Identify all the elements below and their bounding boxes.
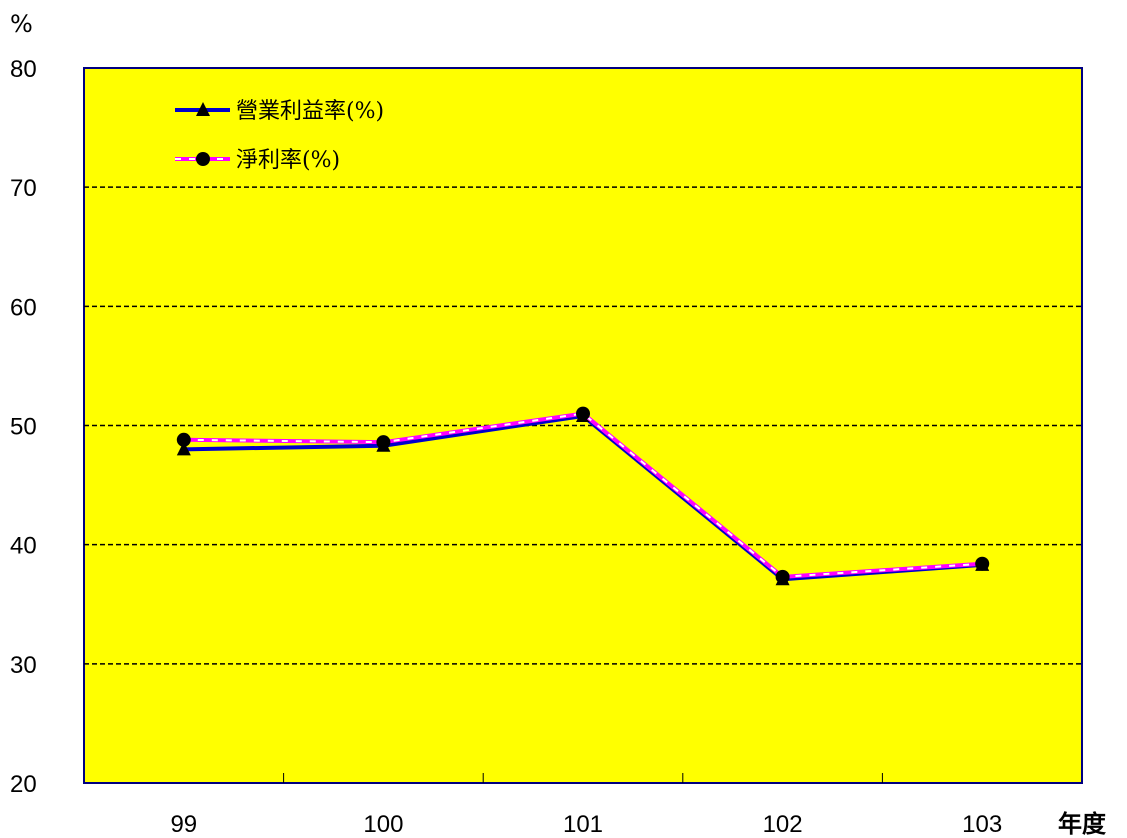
y-axis-unit: %	[10, 10, 33, 38]
series-layer	[176, 406, 990, 586]
x-tick-label: 100	[363, 811, 403, 838]
data-point-circle	[775, 569, 790, 584]
legend: 營業利益率(%) 淨利率(%)	[175, 99, 384, 173]
y-tick-label: 40	[10, 533, 37, 560]
data-point-triangle	[176, 441, 191, 456]
y-tick-label: 50	[10, 414, 37, 441]
legend-circle-marker	[196, 152, 210, 166]
y-tick-label: 20	[10, 771, 37, 798]
x-tick-label: 103	[962, 811, 1002, 838]
legend-label-net-margin: 淨利率(%)	[236, 148, 340, 173]
data-point-circle	[576, 406, 590, 421]
data-point-circle	[975, 556, 990, 571]
data-point-circle	[176, 432, 191, 447]
x-tick-label: 101	[563, 811, 603, 838]
x-tick-label: 102	[763, 811, 803, 838]
x-tick-label: 99	[170, 811, 197, 838]
y-tick-label: 60	[10, 294, 37, 321]
data-point-circle	[376, 435, 391, 450]
y-tick-label: 80	[10, 56, 37, 83]
x-axis-title: 年度	[1058, 809, 1107, 838]
y-tick-label: 70	[10, 175, 37, 202]
gridlines	[84, 186, 1082, 665]
y-tick-label: 30	[10, 652, 37, 679]
y-axis-ticks: 20 30 40 50 60 70 80	[10, 56, 37, 798]
legend-label-operating-margin: 營業利益率(%)	[236, 99, 384, 124]
legend-triangle-marker	[196, 102, 210, 116]
x-axis-ticks: 99 100 101 102 103	[170, 773, 1002, 838]
